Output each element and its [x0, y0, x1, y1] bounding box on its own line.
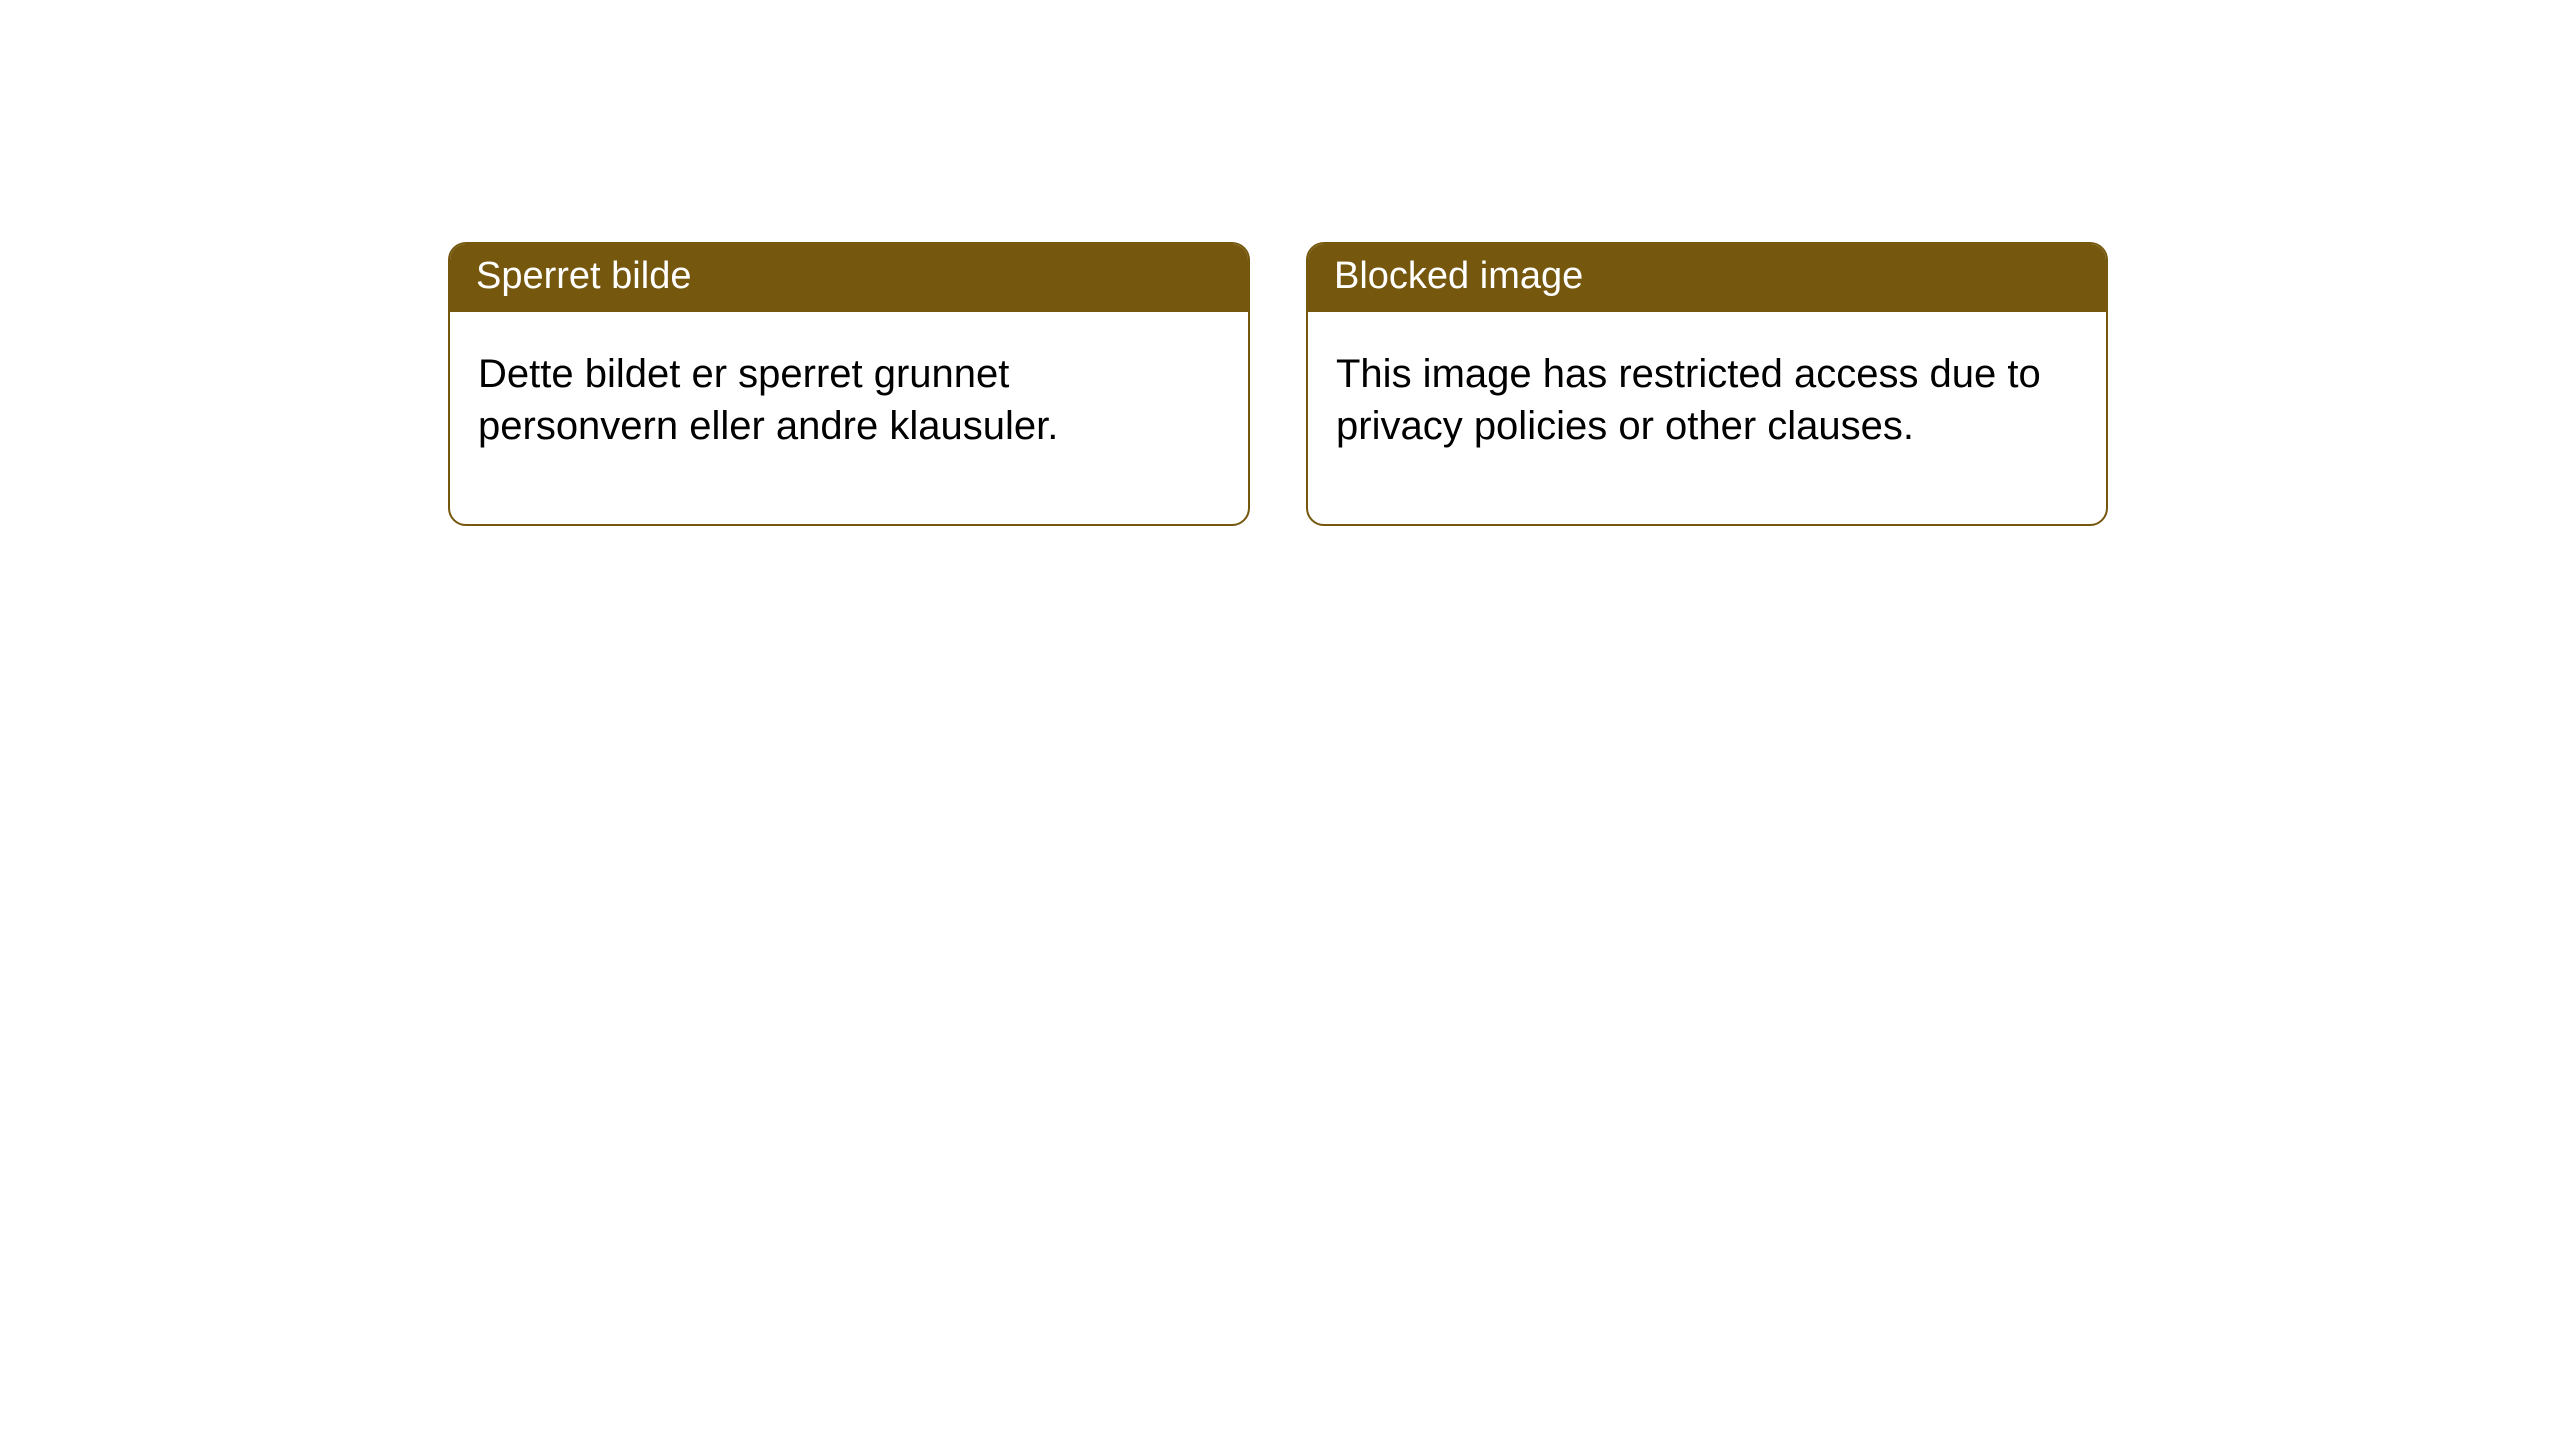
card-body: This image has restricted access due to …	[1308, 312, 2106, 524]
card-header: Sperret bilde	[450, 244, 1248, 312]
card-body: Dette bildet er sperret grunnet personve…	[450, 312, 1248, 524]
card-header: Blocked image	[1308, 244, 2106, 312]
cards-container: Sperret bilde Dette bildet er sperret gr…	[0, 0, 2560, 526]
blocked-image-card-en: Blocked image This image has restricted …	[1306, 242, 2108, 526]
blocked-image-card-no: Sperret bilde Dette bildet er sperret gr…	[448, 242, 1250, 526]
